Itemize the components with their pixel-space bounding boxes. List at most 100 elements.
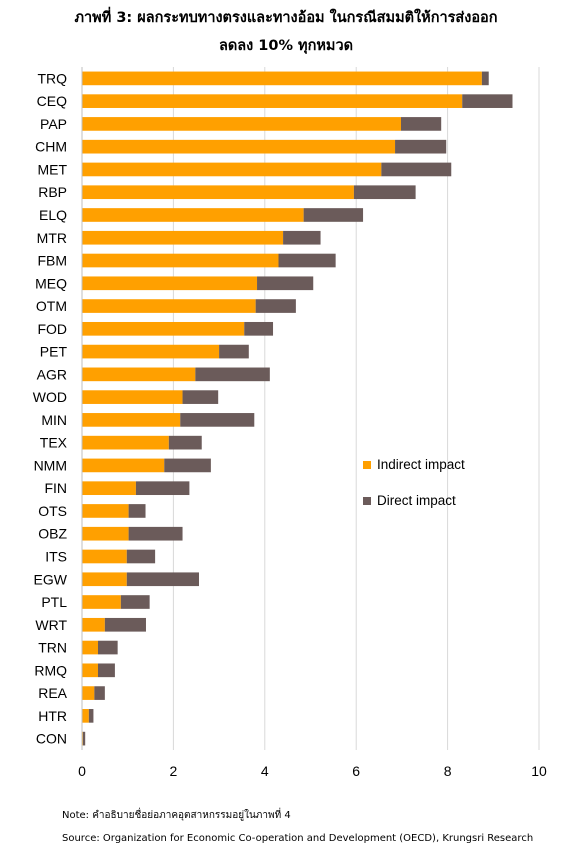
legend-item-direct: Direct impact <box>363 493 456 508</box>
category-label: PAP <box>40 116 67 132</box>
bar-direct <box>120 595 150 609</box>
category-label: REA <box>38 685 67 701</box>
bar-direct <box>180 413 255 427</box>
category-label: TRN <box>38 640 67 656</box>
bar-indirect <box>82 709 89 723</box>
category-label: PET <box>40 344 68 360</box>
category-label: MIN <box>41 412 67 428</box>
category-label: CHM <box>35 139 67 155</box>
category-label: NMM <box>34 457 67 473</box>
bar-indirect <box>82 71 482 86</box>
legend-swatch-indirect <box>363 460 371 469</box>
category-label: WOD <box>33 389 67 405</box>
bar-indirect <box>82 208 304 222</box>
bar-indirect <box>82 117 401 131</box>
category-label: CEQ <box>37 93 67 109</box>
bar-indirect <box>82 321 245 336</box>
legend-swatch-direct <box>363 496 371 505</box>
category-label: MEQ <box>35 275 67 291</box>
bar-direct <box>104 617 146 632</box>
bar-direct <box>126 572 199 587</box>
bar-indirect <box>82 663 98 678</box>
bar-direct <box>164 458 211 473</box>
bar-direct <box>400 117 442 131</box>
category-label: FBM <box>37 253 67 269</box>
bar-indirect <box>82 253 279 268</box>
bar-direct <box>94 686 105 700</box>
x-tick-label: 4 <box>261 763 269 779</box>
bar-direct <box>278 253 336 268</box>
legend-item-indirect: Indirect impact <box>363 457 465 472</box>
x-tick-label: 8 <box>444 763 452 779</box>
bar-indirect <box>82 94 463 108</box>
bar-direct <box>395 139 447 154</box>
bar-direct <box>168 435 202 450</box>
bar-indirect <box>82 686 95 700</box>
x-tick-label: 6 <box>352 763 360 779</box>
category-label: HTR <box>38 708 67 724</box>
category-label: MTR <box>37 230 67 246</box>
bar-direct <box>255 299 296 313</box>
category-label: ITS <box>45 548 67 564</box>
bar-indirect <box>82 139 396 154</box>
bar-indirect <box>82 413 181 427</box>
category-label: PTL <box>41 594 67 610</box>
category-label: EGW <box>34 571 68 587</box>
x-tick-label: 2 <box>170 763 178 779</box>
category-label: RBP <box>38 184 67 200</box>
bar-indirect <box>82 162 382 177</box>
category-label: TEX <box>40 435 68 451</box>
category-label: FIN <box>44 480 67 496</box>
bar-direct <box>97 640 118 655</box>
category-label: ELQ <box>39 207 67 223</box>
category-label: FOD <box>37 321 67 337</box>
bar-direct <box>462 94 513 108</box>
category-label: WRT <box>35 617 67 633</box>
legend-label-indirect: Indirect impact <box>377 457 465 472</box>
category-label: MET <box>37 161 67 177</box>
category-label: AGR <box>37 366 67 382</box>
x-tick-label: 10 <box>531 763 547 779</box>
bar-direct <box>381 162 452 177</box>
bar-indirect <box>82 299 256 313</box>
bar-direct <box>244 321 274 336</box>
bar-indirect <box>82 595 121 609</box>
bar-direct <box>481 71 489 86</box>
bar-direct <box>97 663 115 678</box>
category-label: RMQ <box>34 662 67 678</box>
bar-indirect <box>82 504 129 518</box>
bar-direct <box>283 230 321 245</box>
bar-direct <box>128 504 146 518</box>
bar-indirect <box>82 572 127 587</box>
bar-indirect <box>82 549 127 564</box>
bar-direct <box>353 185 416 200</box>
bar-direct <box>182 390 219 404</box>
bar-direct <box>195 367 270 382</box>
bar-indirect <box>82 367 196 382</box>
bar-indirect <box>82 617 105 632</box>
bar-indirect <box>82 276 258 291</box>
bar-direct <box>135 481 190 496</box>
legend-label-direct: Direct impact <box>377 493 456 508</box>
x-tick-label: 0 <box>78 763 86 779</box>
chart-title-line-2: ลดลง 10% ทุกหมวด <box>218 38 354 54</box>
bar-indirect <box>82 390 183 404</box>
chart-note: Note: คำอธิบายชื่อย่อภาคอุตสาหกรรมอยู่ใน… <box>62 810 291 821</box>
bar-direct <box>303 208 364 222</box>
bar-chart: 0 2 4 6 8 10 TRQ CEQ PAP CHM MET RBP ELQ MTR FBM MEQ OTM… <box>33 67 547 779</box>
bar-indirect <box>82 640 98 655</box>
bar-indirect <box>82 435 169 450</box>
bar-indirect <box>82 526 129 541</box>
bar-direct <box>257 276 314 291</box>
bar-indirect <box>82 481 136 496</box>
bar-direct <box>219 344 249 359</box>
category-label: OBZ <box>38 526 67 542</box>
bar-indirect <box>82 344 220 359</box>
bar-direct <box>82 731 86 746</box>
bar-indirect <box>82 458 165 473</box>
category-label: TRQ <box>37 70 67 86</box>
category-label: OTS <box>38 503 67 519</box>
bar-direct <box>128 526 183 541</box>
bar-direct <box>88 709 94 723</box>
bar-indirect <box>82 185 354 200</box>
